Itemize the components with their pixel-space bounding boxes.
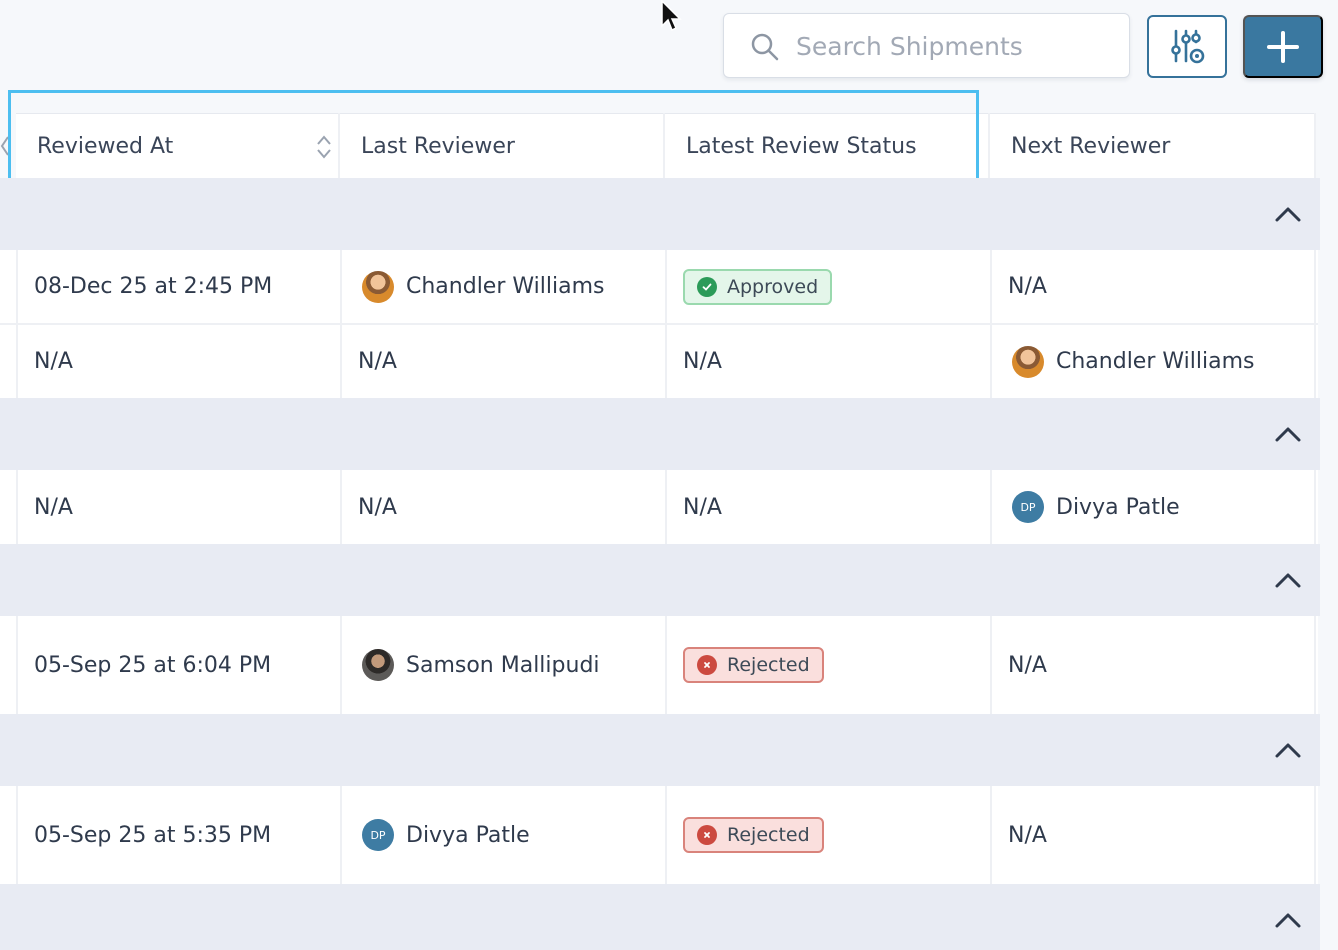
x-circle-icon	[697, 655, 717, 675]
column-header-label: Next Reviewer	[1011, 133, 1171, 159]
table-row[interactable]: N/A N/A N/A Chandler Williams	[0, 325, 1318, 398]
shipments-table: Reviewed At Last Reviewer Latest Review …	[0, 113, 1318, 950]
cell-review-status: Approved	[665, 250, 990, 323]
chevron-up-icon[interactable]	[1274, 424, 1302, 444]
cell-last-reviewer: DP Divya Patle	[340, 786, 665, 884]
column-divider	[1314, 113, 1316, 178]
cell-reviewed-at: N/A	[16, 470, 340, 544]
cell-review-status: N/A	[665, 470, 990, 544]
last-reviewer-name: Samson Mallipudi	[406, 652, 600, 678]
scroll-left-chevron-icon[interactable]	[0, 135, 10, 157]
sort-icon[interactable]	[316, 134, 332, 160]
group-row[interactable]	[0, 178, 1320, 250]
group-row[interactable]	[0, 884, 1320, 950]
cell-last-reviewer: N/A	[340, 325, 665, 398]
next-reviewer-name: Divya Patle	[1056, 494, 1180, 520]
column-divider	[663, 113, 665, 178]
avatar	[362, 270, 394, 303]
last-reviewer-name: Divya Patle	[406, 822, 530, 848]
cell-last-reviewer: Chandler Williams	[340, 250, 665, 323]
chevron-up-icon[interactable]	[1274, 204, 1302, 224]
avatar	[1012, 345, 1044, 378]
column-header-reviewed-at[interactable]: Reviewed At	[16, 113, 340, 178]
cell-next-reviewer: Chandler Williams	[990, 325, 1316, 398]
column-header-next-reviewer[interactable]: Next Reviewer	[990, 113, 1316, 178]
avatar-initials: DP	[1012, 491, 1044, 523]
avatar	[362, 649, 394, 681]
table-row[interactable]: 05-Sep 25 at 5:35 PM DP Divya Patle Rejecte…	[0, 786, 1318, 884]
cell-review-status: N/A	[665, 325, 990, 398]
group-row[interactable]	[0, 544, 1320, 616]
search-icon	[751, 33, 779, 61]
status-text: N/A	[683, 349, 722, 374]
last-reviewer-name: Chandler Williams	[406, 274, 605, 299]
status-text: N/A	[683, 494, 722, 520]
chevron-up-icon[interactable]	[1274, 910, 1302, 930]
reviewed-at-text: 08-Dec 25 at 2:45 PM	[34, 274, 273, 299]
column-header-label: Latest Review Status	[686, 133, 917, 159]
column-header-label: Last Reviewer	[361, 133, 515, 159]
table-row[interactable]: 08-Dec 25 at 2:45 PM Chandler Williams App…	[0, 250, 1318, 325]
search-box[interactable]	[723, 13, 1130, 78]
cell-last-reviewer: N/A	[340, 470, 665, 544]
sliders-gear-icon	[1171, 29, 1205, 63]
group-row[interactable]	[0, 714, 1320, 786]
reviewed-at-text: N/A	[34, 494, 73, 520]
plus-icon	[1267, 30, 1299, 63]
status-badge-label: Rejected	[727, 824, 810, 846]
table-row[interactable]: N/A N/A N/A DP Divya Patle	[0, 470, 1318, 544]
cell-reviewed-at: 08-Dec 25 at 2:45 PM	[16, 250, 340, 323]
cell-reviewed-at: 05-Sep 25 at 5:35 PM	[16, 786, 340, 884]
search-input[interactable]	[796, 24, 1116, 68]
cell-next-reviewer: N/A	[990, 786, 1316, 884]
reviewed-at-text: 05-Sep 25 at 6:04 PM	[34, 652, 272, 678]
next-reviewer-name: N/A	[1008, 822, 1047, 848]
column-divider	[338, 113, 340, 178]
add-shipment-button[interactable]	[1243, 15, 1323, 78]
cell-review-status: Rejected	[665, 786, 990, 884]
status-badge-label: Approved	[727, 275, 819, 298]
cell-next-reviewer: N/A	[990, 616, 1316, 714]
column-header-label: Reviewed At	[37, 133, 174, 159]
cell-last-reviewer: Samson Mallipudi	[340, 616, 665, 714]
table-row[interactable]: 05-Sep 25 at 6:04 PM Samson Mallipudi Reje…	[0, 616, 1318, 714]
next-reviewer-name: N/A	[1008, 652, 1047, 678]
cell-reviewed-at: N/A	[16, 325, 340, 398]
next-reviewer-name: N/A	[1008, 274, 1047, 299]
column-header-latest-review-status[interactable]: Latest Review Status	[665, 113, 990, 178]
avatar-initials: DP	[362, 819, 394, 851]
last-reviewer-name: N/A	[358, 494, 397, 520]
reviewed-at-text: N/A	[34, 349, 73, 374]
chevron-up-icon[interactable]	[1274, 570, 1302, 590]
mouse-cursor-icon	[661, 0, 682, 32]
status-badge: Rejected	[683, 817, 824, 853]
last-reviewer-name: N/A	[358, 349, 397, 374]
reviewed-at-text: 05-Sep 25 at 5:35 PM	[34, 822, 272, 848]
group-row[interactable]	[0, 398, 1320, 470]
x-circle-icon	[697, 825, 717, 845]
status-badge: Approved	[683, 268, 833, 305]
status-badge: Rejected	[683, 647, 824, 683]
cell-reviewed-at: 05-Sep 25 at 6:04 PM	[16, 616, 340, 714]
cell-next-reviewer: N/A	[990, 250, 1316, 323]
column-header-last-reviewer[interactable]: Last Reviewer	[340, 113, 665, 178]
chevron-up-icon[interactable]	[1274, 740, 1302, 760]
status-badge-label: Rejected	[727, 654, 810, 676]
cell-review-status: Rejected	[665, 616, 990, 714]
next-reviewer-name: Chandler Williams	[1056, 349, 1255, 374]
check-circle-icon	[697, 276, 717, 297]
column-divider	[988, 113, 990, 178]
filter-settings-button[interactable]	[1147, 15, 1227, 78]
cell-next-reviewer: DP Divya Patle	[990, 470, 1316, 544]
